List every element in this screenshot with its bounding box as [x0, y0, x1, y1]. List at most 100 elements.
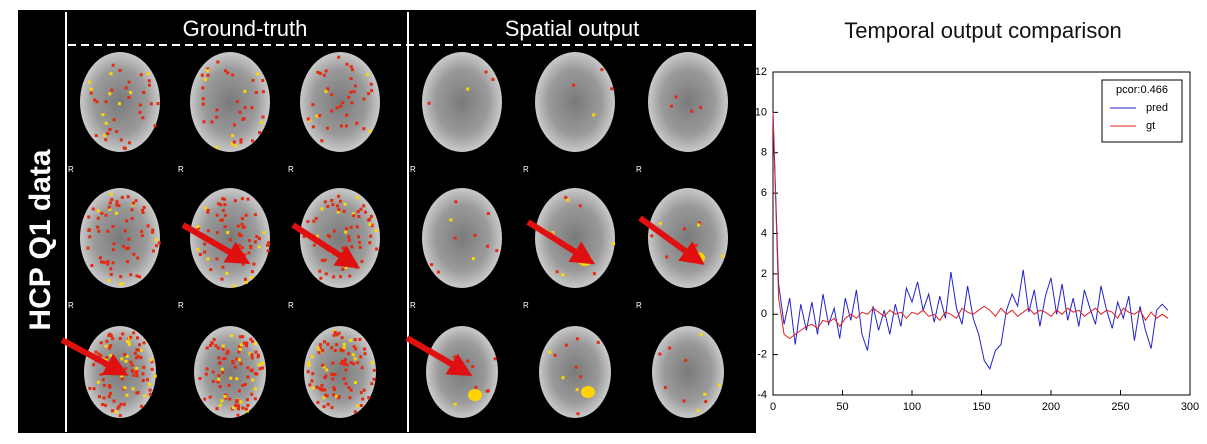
- activation: [251, 378, 255, 382]
- activation: [142, 90, 146, 94]
- activation: [221, 208, 225, 212]
- activation: [317, 351, 321, 355]
- orientation-label: R: [288, 435, 294, 439]
- activation: [253, 342, 257, 346]
- activation: [125, 393, 129, 397]
- activation: [250, 106, 254, 110]
- activation: [206, 73, 210, 77]
- activation: [257, 237, 261, 241]
- activation: [141, 372, 145, 376]
- activation: [453, 402, 457, 406]
- activation: [139, 356, 143, 360]
- activation: [122, 146, 126, 150]
- activation: [344, 265, 348, 269]
- activation: [486, 212, 490, 216]
- activation: [108, 127, 112, 131]
- activation: [699, 105, 703, 109]
- orientation-label: R: [636, 301, 642, 310]
- activation: [372, 377, 376, 381]
- activation: [345, 363, 349, 367]
- orientation-label: R: [410, 165, 416, 174]
- activation: [369, 82, 373, 86]
- activation: [363, 347, 367, 351]
- activation: [245, 409, 249, 413]
- activation: [201, 102, 205, 106]
- activation: [127, 246, 131, 250]
- activation: [140, 234, 144, 238]
- activation: [330, 109, 334, 113]
- activation: [351, 68, 355, 72]
- activation: [337, 55, 341, 59]
- activation: [99, 354, 103, 358]
- activation: [127, 95, 131, 99]
- activation: [310, 355, 314, 359]
- activation: [243, 253, 247, 257]
- activation: [120, 377, 124, 381]
- activation: [369, 214, 373, 218]
- activation: [322, 365, 326, 369]
- activation: [307, 361, 311, 365]
- activation: [131, 387, 135, 391]
- activation: [120, 357, 124, 361]
- y-tick-label: 10: [755, 106, 767, 118]
- activation: [321, 348, 325, 352]
- activation: [208, 395, 212, 399]
- activation: [333, 330, 337, 334]
- activation: [339, 104, 343, 108]
- activation: [88, 386, 92, 390]
- activation: [310, 379, 314, 383]
- activation: [246, 403, 250, 407]
- activation: [316, 400, 320, 404]
- activation: [357, 215, 361, 219]
- hotspot: [581, 386, 595, 398]
- activation: [326, 87, 330, 91]
- activation: [244, 407, 248, 411]
- activation: [87, 215, 91, 219]
- activation: [202, 120, 206, 124]
- activation: [238, 344, 242, 348]
- activation: [561, 376, 565, 380]
- activation: [104, 138, 108, 142]
- activation: [326, 402, 330, 406]
- activation: [139, 73, 143, 77]
- activation: [318, 269, 322, 273]
- activation: [366, 73, 370, 77]
- activation: [663, 386, 667, 390]
- activation: [349, 338, 353, 342]
- activation: [229, 376, 233, 380]
- activation: [231, 361, 235, 365]
- activation: [341, 101, 345, 105]
- activation: [215, 115, 219, 119]
- activation: [338, 199, 342, 203]
- activation: [375, 247, 379, 251]
- activation: [123, 386, 127, 390]
- activation: [311, 125, 315, 129]
- activation: [99, 260, 103, 264]
- activation: [359, 207, 363, 211]
- activation: [141, 210, 145, 214]
- activation: [95, 100, 99, 104]
- activation: [237, 358, 241, 362]
- activation: [354, 347, 358, 351]
- activation: [221, 344, 225, 348]
- activation: [658, 222, 662, 226]
- activation: [233, 199, 237, 203]
- activation: [337, 395, 341, 399]
- activation: [369, 234, 373, 238]
- activation: [142, 341, 146, 345]
- brain-slice: [652, 326, 724, 418]
- activation: [228, 238, 232, 242]
- activation: [484, 70, 488, 74]
- activation: [239, 140, 243, 144]
- activation: [106, 229, 110, 233]
- activation: [326, 204, 330, 208]
- activation: [256, 353, 260, 357]
- activation: [111, 261, 115, 265]
- activation: [368, 217, 372, 221]
- activation: [143, 394, 147, 398]
- activation: [149, 102, 153, 106]
- activation: [218, 361, 222, 365]
- activation: [249, 337, 253, 341]
- activation: [239, 362, 243, 366]
- activation: [206, 69, 210, 73]
